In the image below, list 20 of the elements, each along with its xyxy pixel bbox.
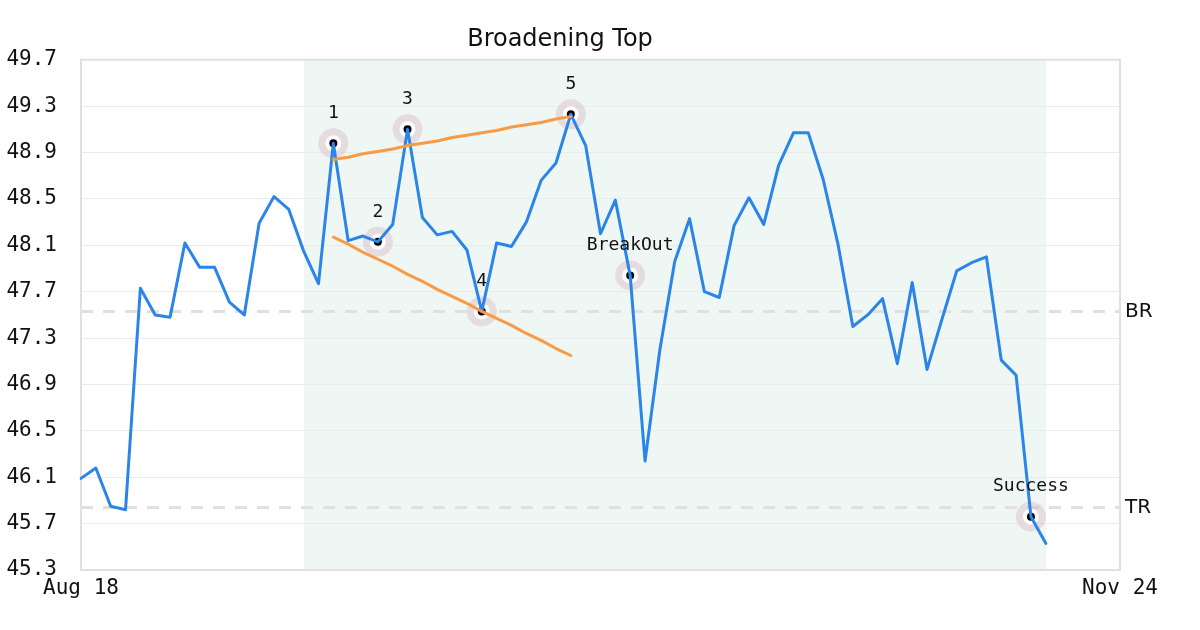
annotation: 5	[565, 71, 577, 93]
y-tick-label: 46.9	[6, 370, 57, 395]
annotation: 2	[372, 199, 384, 221]
ref-line-label: BR	[1125, 297, 1153, 322]
y-tick-label: 49.3	[6, 92, 57, 117]
ref-line-label: TR	[1124, 493, 1152, 518]
y-tick-label: 47.7	[6, 278, 57, 303]
y-tick-label: 46.5	[6, 417, 57, 442]
annotation: 3	[402, 87, 413, 109]
y-tick-label: 48.5	[6, 185, 57, 210]
y-tick-label: 48.1	[6, 231, 57, 256]
y-tick-label: 49.7	[6, 46, 57, 71]
y-tick-label: 46.1	[6, 463, 57, 488]
y-tick-label: 45.7	[6, 510, 57, 535]
x-tick-label: Nov 24	[1082, 575, 1158, 600]
chart-title: Broadening Top	[467, 23, 653, 52]
y-tick-label: 47.3	[6, 324, 57, 349]
annotation: 4	[476, 269, 488, 291]
y-tick-label: 48.9	[6, 139, 57, 164]
annotation: 1	[327, 100, 339, 122]
